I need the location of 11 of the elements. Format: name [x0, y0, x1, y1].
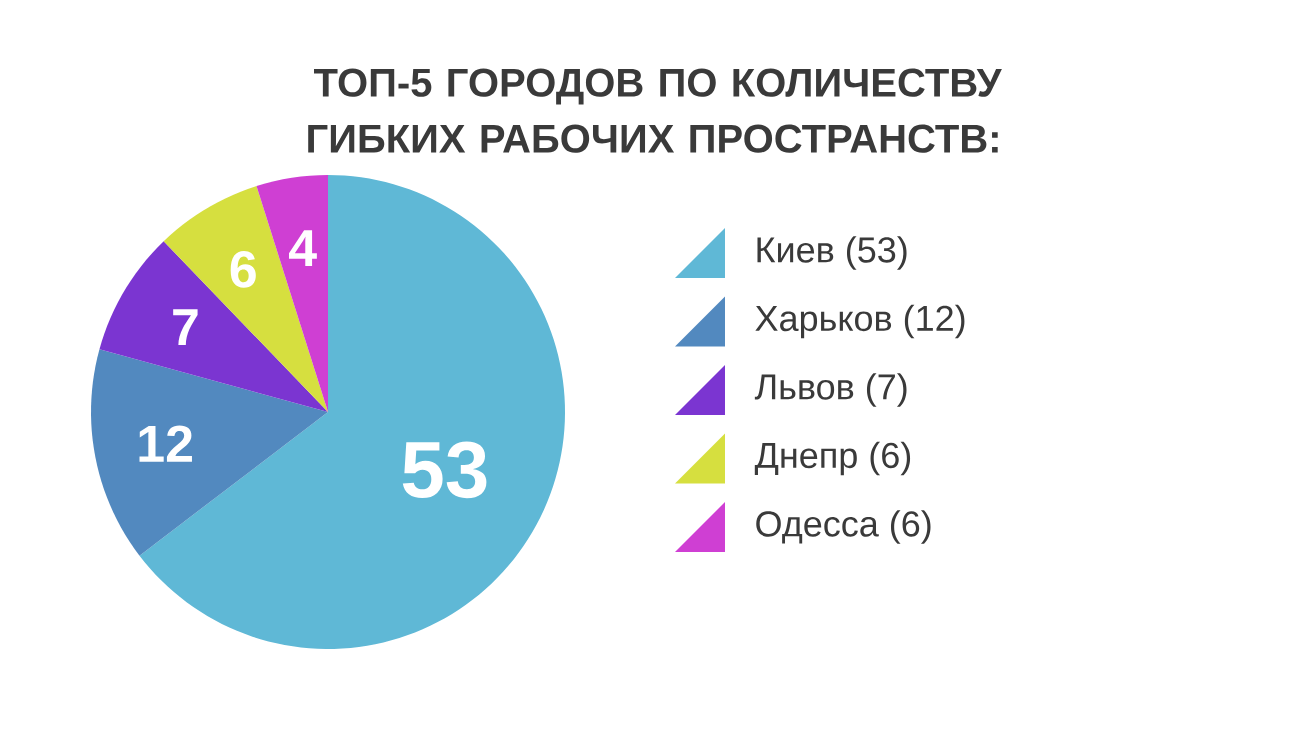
legend-label: Львов (7) [754, 373, 907, 407]
data-label: 53 [402, 441, 487, 499]
chart-title: ТОП-5 ГОРОДОВ ПО КОЛИЧЕСТВУ ГИБКИХ РАБОЧИХ ПРОСТРАНСТВ: [308, 68, 1002, 153]
legend-label: Днепр (6) [754, 441, 911, 476]
legend-label: Харьков (12) [755, 304, 965, 339]
legend-label: Киев (53) [757, 236, 907, 270]
legend-label: Одесса (6) [756, 510, 931, 544]
data-label: 6 [230, 250, 256, 288]
data-label: 4 [288, 230, 317, 266]
data-label: 12 [139, 425, 192, 462]
data-label: 7 [173, 309, 198, 346]
